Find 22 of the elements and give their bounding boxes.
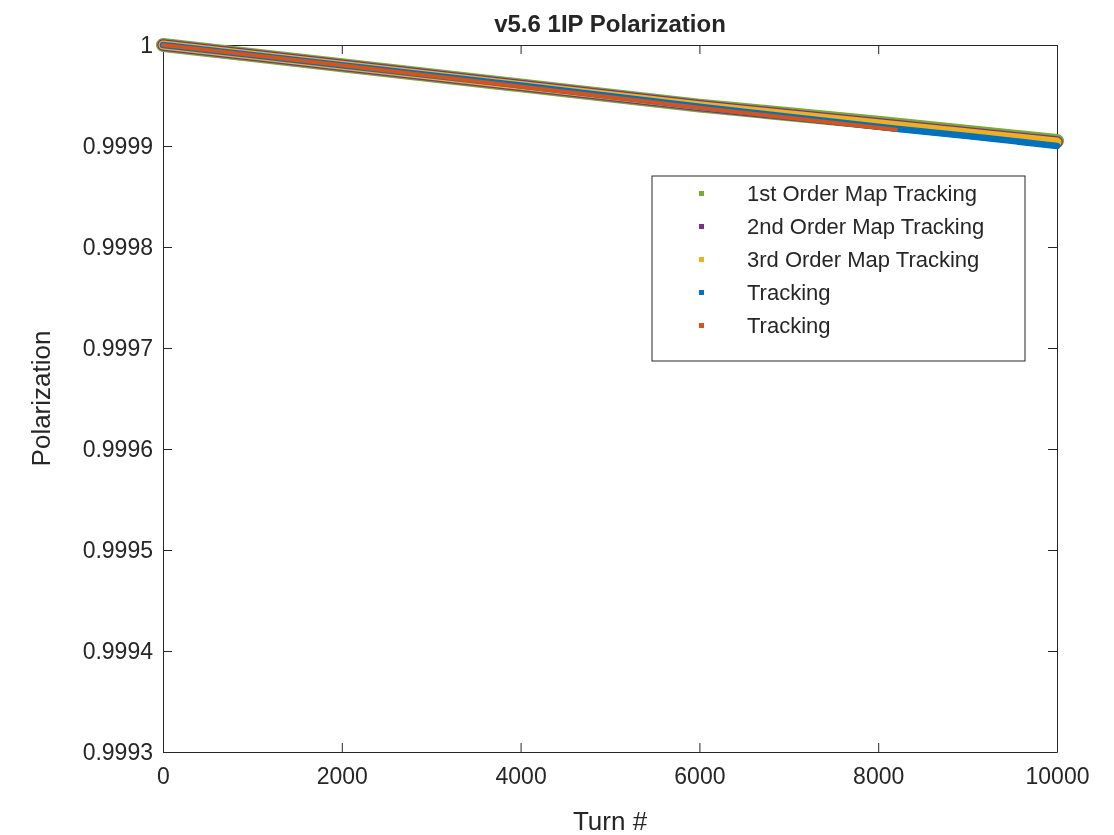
x-tick-label: 4000 — [495, 763, 547, 790]
legend-label: Tracking — [747, 280, 831, 305]
x-tick-label: 8000 — [853, 763, 905, 790]
y-tick-label: 0.9994 — [82, 637, 154, 664]
legend-label: Tracking — [747, 313, 831, 338]
y-tick-label: 0.9999 — [82, 132, 153, 159]
y-tick-label: 0.9997 — [82, 334, 153, 361]
legend-label: 2nd Order Map Tracking — [747, 214, 985, 239]
x-tick-label: 6000 — [674, 763, 726, 790]
x-tick-label: 10000 — [1025, 763, 1090, 790]
y-tick-label: 1 — [140, 31, 153, 58]
y-tick-label: 0.9995 — [82, 536, 153, 563]
legend-label: 1st Order Map Tracking — [747, 181, 977, 206]
chart-title: v5.6 1IP Polarization — [494, 10, 726, 37]
x-axis-title: Turn # — [572, 806, 648, 835]
legend-label: 3rd Order Map Tracking — [747, 247, 980, 272]
y-tick-label: 0.9996 — [82, 435, 153, 462]
y-tick-label: 0.9993 — [82, 738, 153, 765]
y-tick-label: 0.9998 — [82, 233, 153, 260]
x-tick-label: 0 — [157, 763, 170, 790]
y-axis-title: Polarization — [26, 330, 56, 467]
x-tick-label: 2000 — [316, 763, 368, 790]
